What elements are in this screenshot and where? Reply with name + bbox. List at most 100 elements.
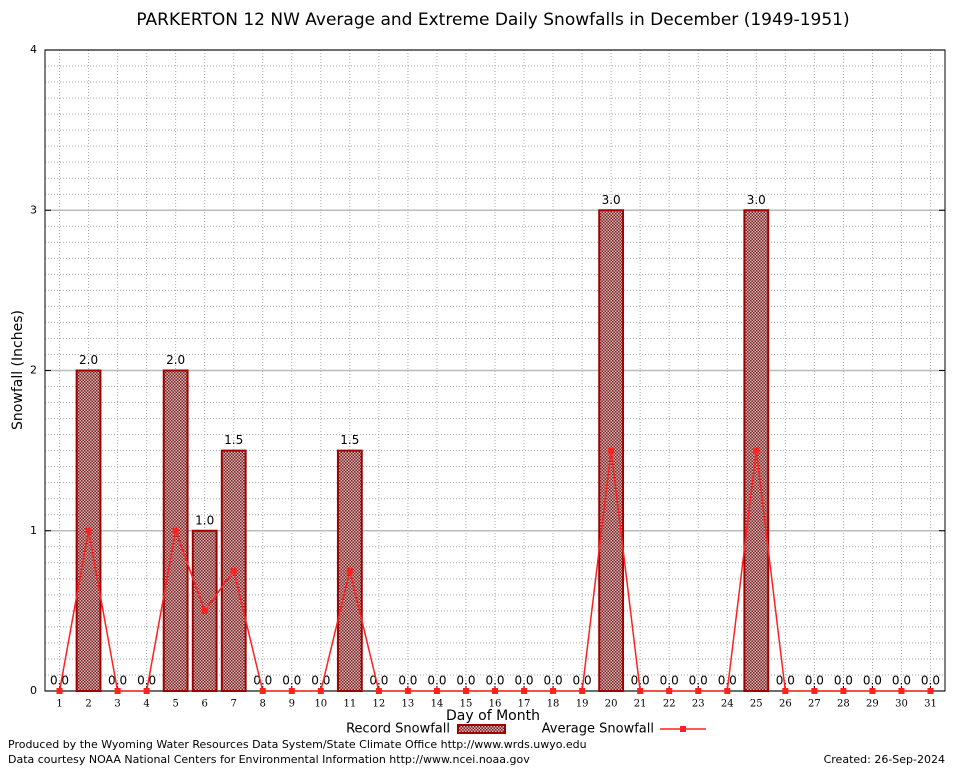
legend-label: Record Snowfall — [346, 722, 450, 737]
data-label: 0.0 — [50, 674, 69, 688]
y-tick-label: 2 — [30, 364, 37, 377]
point — [927, 688, 934, 694]
footer-line: Data courtesy NOAA National Centers for … — [8, 753, 530, 766]
point — [869, 688, 876, 694]
data-label: 0.0 — [398, 674, 417, 688]
x-tick-label: 9 — [289, 699, 295, 710]
y-tick-label: 0 — [30, 684, 37, 697]
x-tick-label: 8 — [260, 699, 266, 710]
point — [143, 688, 150, 694]
data-label: 0.0 — [456, 674, 475, 688]
data-label: 0.0 — [108, 674, 127, 688]
point — [172, 527, 179, 534]
point — [811, 688, 818, 694]
point — [637, 688, 644, 694]
legend-swatch — [457, 724, 506, 734]
data-label: 0.0 — [137, 674, 156, 688]
data-label: 0.0 — [892, 674, 911, 688]
point — [724, 688, 731, 694]
x-tick-label: 15 — [460, 699, 473, 710]
x-tick-label: 12 — [373, 699, 386, 710]
x-tick-label: 23 — [692, 699, 705, 710]
legend-label: Average Snowfall — [542, 722, 654, 737]
x-tick-label: 28 — [837, 699, 850, 710]
y-tick-label: 4 — [30, 43, 37, 56]
point — [230, 567, 237, 574]
point — [898, 688, 905, 694]
point — [579, 688, 586, 694]
point — [317, 688, 324, 694]
x-tick-label: 2 — [85, 699, 91, 710]
data-label: 0.0 — [776, 674, 795, 688]
data-label: 3.0 — [602, 193, 621, 207]
data-label: 1.5 — [340, 433, 359, 447]
data-label: 0.0 — [253, 674, 272, 688]
point — [433, 688, 440, 694]
x-tick-label: 25 — [750, 699, 763, 710]
x-tick-label: 14 — [431, 699, 444, 710]
point — [550, 688, 557, 694]
point — [259, 688, 266, 694]
point — [404, 688, 411, 694]
data-label: 0.0 — [660, 674, 679, 688]
point — [782, 688, 789, 694]
x-tick-label: 5 — [172, 699, 178, 710]
x-tick-label: 17 — [518, 699, 531, 710]
x-tick-label: 21 — [634, 699, 647, 710]
data-label: 2.0 — [79, 353, 98, 367]
point — [695, 688, 702, 694]
x-tick-label: 27 — [808, 699, 821, 710]
x-tick-label: 19 — [576, 699, 589, 710]
footer-line: Produced by the Wyoming Water Resources … — [8, 738, 587, 751]
x-tick-label: 11 — [343, 699, 356, 710]
point — [666, 688, 673, 694]
point — [288, 688, 295, 694]
point — [56, 688, 63, 694]
point — [346, 567, 353, 574]
data-label: 0.0 — [485, 674, 504, 688]
data-label: 3.0 — [747, 193, 766, 207]
x-axis-label: Day of Month — [446, 708, 540, 724]
x-tick-label: 22 — [663, 699, 676, 710]
data-label: 0.0 — [311, 674, 330, 688]
x-tick-label: 13 — [402, 699, 415, 710]
created-date: Created: 26-Sep-2024 — [824, 753, 945, 766]
x-tick-label: 3 — [114, 699, 120, 710]
x-tick-label: 16 — [489, 699, 502, 710]
data-label: 0.0 — [921, 674, 940, 688]
point — [375, 688, 382, 694]
y-tick-label: 3 — [30, 203, 37, 216]
data-label: 2.0 — [166, 353, 185, 367]
x-tick-label: 6 — [201, 699, 207, 710]
x-tick-label: 26 — [779, 699, 792, 710]
point — [492, 688, 498, 694]
x-tick-label: 29 — [866, 699, 879, 710]
data-label: 0.0 — [718, 674, 737, 688]
data-label: 0.0 — [631, 674, 650, 688]
x-tick-label: 24 — [721, 699, 734, 710]
point — [840, 688, 847, 694]
point — [462, 688, 469, 694]
y-axis-label: Snowfall (Inches) — [10, 310, 26, 430]
point — [521, 688, 528, 694]
x-tick-label: 1 — [56, 699, 62, 710]
point — [114, 688, 121, 694]
data-label: 0.0 — [514, 674, 533, 688]
data-label: 1.5 — [224, 433, 243, 447]
x-tick-label: 10 — [314, 699, 327, 710]
x-tick-label: 20 — [605, 699, 618, 710]
data-label: 0.0 — [427, 674, 446, 688]
x-tick-label: 31 — [924, 699, 937, 710]
data-label: 0.0 — [805, 674, 824, 688]
x-tick-label: 18 — [547, 699, 560, 710]
data-label: 0.0 — [282, 674, 301, 688]
data-label: 0.0 — [834, 674, 853, 688]
legend-marker — [680, 726, 686, 732]
x-tick-label: 7 — [231, 699, 237, 710]
y-tick-label: 1 — [30, 524, 37, 537]
point — [608, 447, 615, 454]
point — [753, 447, 760, 454]
x-tick-label: 30 — [895, 699, 908, 710]
